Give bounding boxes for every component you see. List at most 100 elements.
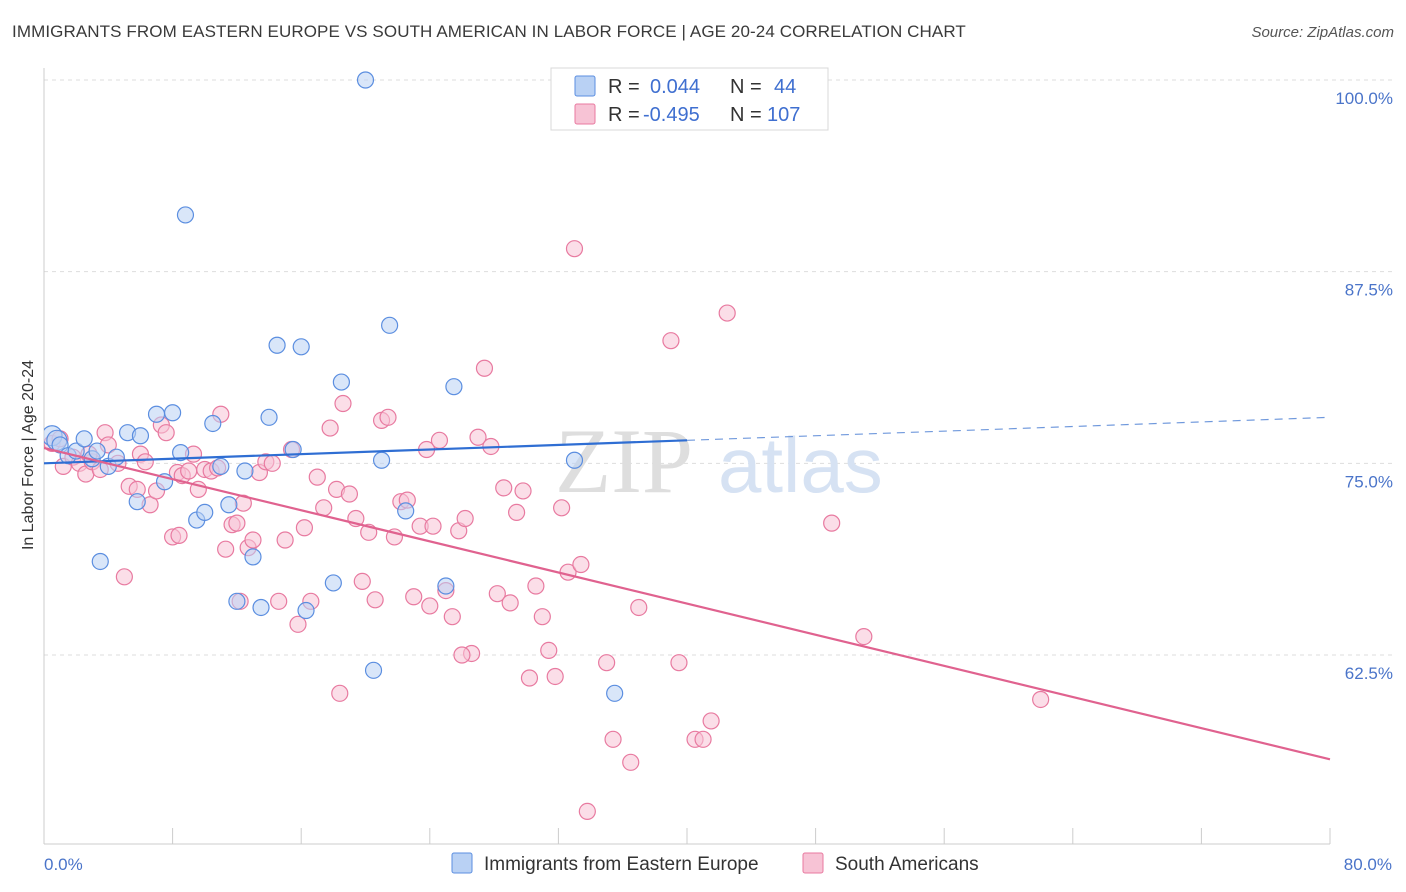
point-south-americans-66 (443, 608, 461, 626)
point-south-americans-89 (604, 730, 622, 748)
point-south-americans-38 (263, 454, 281, 472)
legend-n-value-1: 44 (774, 76, 796, 98)
point-eastern-europe-42 (606, 684, 624, 702)
point-south-americans-11 (115, 568, 133, 586)
point-south-americans-98 (823, 514, 841, 532)
point-eastern-europe-12 (128, 493, 146, 511)
data-points (44, 71, 1050, 821)
watermark-atlas: atlas (718, 421, 883, 509)
point-south-americans-54 (366, 591, 384, 609)
point-south-americans-49 (334, 394, 352, 413)
legend-r-label-2: R = (608, 104, 640, 126)
point-eastern-europe-15 (164, 404, 182, 422)
point-south-americans-99 (855, 627, 873, 646)
point-south-americans-56 (379, 408, 397, 426)
x-tick-max: 80.0% (1344, 855, 1392, 874)
point-south-americans-82 (546, 667, 564, 686)
point-south-americans-97 (718, 304, 736, 322)
point-eastern-europe-7 (88, 442, 106, 460)
point-south-americans-73 (488, 585, 506, 603)
source-label: Source: ZipAtlas.com (1251, 24, 1394, 41)
point-south-americans-92 (662, 332, 680, 350)
legend-swatch-pink (574, 103, 596, 125)
point-south-americans-19 (157, 424, 175, 442)
point-south-americans-85 (565, 240, 584, 258)
point-south-americans-15 (136, 453, 154, 471)
y-tick-label-0: 100.0% (1335, 89, 1393, 108)
point-eastern-europe-36 (372, 451, 391, 469)
legend-n-label-2: N = (730, 104, 762, 126)
point-south-americans-100 (1032, 690, 1050, 709)
point-south-americans-90 (622, 753, 640, 771)
point-eastern-europe-20 (204, 414, 222, 433)
series-swatch-blue (451, 852, 473, 874)
trend-eastern-europe (44, 439, 688, 465)
point-south-americans-63 (424, 517, 442, 535)
legend-r-label-1: R = (608, 76, 640, 98)
legend-box (550, 67, 829, 131)
point-south-americans-50 (340, 485, 359, 503)
legend-n-value-2: 107 (767, 104, 800, 126)
point-south-americans-60 (405, 588, 423, 606)
point-eastern-europe-23 (228, 592, 246, 610)
point-south-americans-68 (456, 509, 474, 528)
y-tick-label-2: 75.0% (1345, 472, 1393, 491)
point-south-americans-40 (276, 531, 294, 549)
point-south-americans-88 (598, 654, 616, 672)
point-south-americans-42 (289, 615, 307, 633)
point-south-americans-23 (180, 462, 198, 480)
point-eastern-europe-35 (364, 661, 383, 679)
trend-eastern-europe-projection (686, 416, 1331, 441)
point-eastern-europe-17 (176, 206, 195, 224)
point-eastern-europe-27 (260, 408, 278, 426)
point-eastern-europe-34 (356, 71, 375, 89)
x-tick-min: 0.0% (44, 855, 83, 874)
point-eastern-europe-24 (236, 462, 254, 480)
point-south-americans-30 (217, 540, 235, 558)
point-south-americans-103 (331, 684, 349, 702)
point-eastern-europe-30 (292, 338, 310, 356)
series-label-eastern-europe: Immigrants from Eastern Europe (484, 854, 759, 875)
point-south-americans-96 (702, 712, 720, 730)
point-eastern-europe-40 (445, 378, 463, 396)
point-south-americans-91 (630, 598, 648, 617)
point-south-americans-52 (353, 572, 371, 591)
point-eastern-europe-11 (131, 427, 150, 445)
point-eastern-europe-25 (244, 548, 262, 566)
point-eastern-europe-33 (332, 373, 350, 391)
point-south-americans-43 (295, 519, 314, 537)
point-south-americans-71 (475, 359, 494, 377)
series-label-south-americans: South Americans (835, 854, 979, 875)
point-south-americans-81 (540, 641, 558, 660)
point-south-americans-79 (527, 577, 545, 595)
point-south-americans-95 (694, 730, 712, 748)
series-legend: Immigrants from Eastern Europe South Ame… (451, 852, 979, 875)
series-swatch-pink (802, 852, 824, 874)
legend-r-value-2: -0.495 (643, 104, 700, 126)
y-tick-label-1: 87.5% (1345, 281, 1393, 300)
point-eastern-europe-21 (212, 457, 230, 475)
point-south-americans-93 (670, 654, 688, 672)
trend-south-americans (44, 446, 1331, 761)
point-south-americans-45 (308, 468, 326, 486)
point-south-americans-35 (244, 531, 262, 549)
point-south-americans-64 (430, 431, 449, 449)
point-south-americans-105 (170, 526, 188, 545)
point-south-americans-39 (270, 592, 288, 610)
point-south-americans-70 (469, 428, 487, 446)
y-axis-label: In Labor Force | Age 20-24 (20, 360, 37, 550)
point-eastern-europe-9 (107, 448, 125, 466)
point-south-americans-80 (533, 608, 551, 626)
legend-n-label-1: N = (730, 76, 762, 98)
axes (43, 68, 1331, 845)
point-south-americans-47 (321, 419, 339, 437)
point-eastern-europe-13 (147, 405, 166, 423)
point-south-americans-101 (421, 597, 439, 615)
y-tick-label-3: 62.5% (1345, 664, 1393, 683)
point-eastern-europe-41 (565, 451, 584, 469)
point-eastern-europe-5 (75, 430, 93, 448)
point-south-americans-86 (572, 555, 590, 574)
point-south-americans-78 (520, 669, 539, 687)
x-tick-labels: 0.0% 80.0% (44, 855, 1392, 874)
